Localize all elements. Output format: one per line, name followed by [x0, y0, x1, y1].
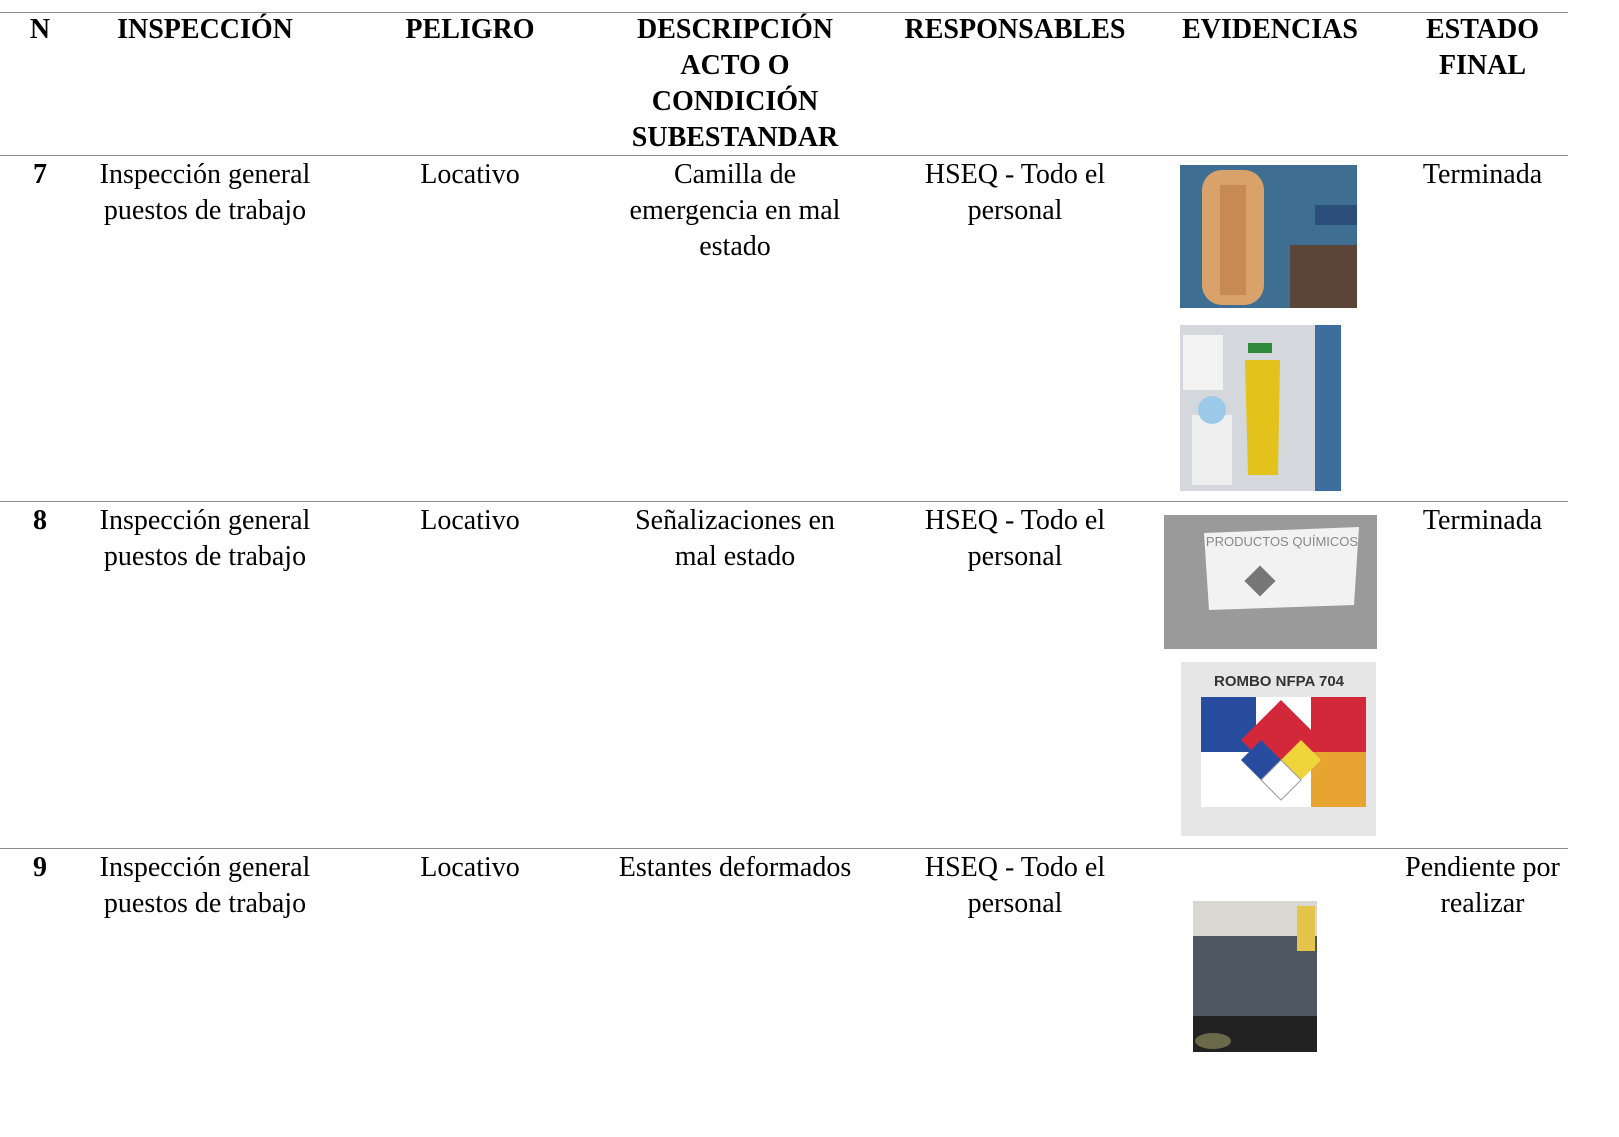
header-evidence: EVIDENCIAS	[1182, 14, 1358, 45]
rule	[0, 155, 1568, 156]
header-status: ESTADO FINAL	[1425, 14, 1540, 81]
header-n: N	[29, 14, 51, 45]
cell-inspection: Inspección general puestos de trabajo	[99, 505, 311, 572]
cell-status: Terminada	[1422, 505, 1543, 536]
cell-n: 9	[33, 852, 47, 883]
table: PRODUCTOS QUÍMICOS ROMBO NFPA 704 N INSPE…	[0, 12, 1568, 1052]
evidence-photo: ROMBO NFPA 704	[1181, 662, 1376, 836]
cell-responsible: HSEQ - Todo el personal	[924, 852, 1106, 919]
header-hazard: PELIGRO	[405, 14, 535, 45]
cell-description: Señalizaciones en mal estado	[635, 505, 835, 572]
cell-description: Camilla de emergencia en mal estado	[629, 159, 841, 262]
evidence-text: ROMBO NFPA 704	[1214, 673, 1345, 690]
evidence-text: PRODUCTOS QUÍMICOS	[1206, 534, 1358, 549]
header-responsible: RESPONSABLES	[904, 14, 1126, 45]
evidence-photo	[1180, 325, 1341, 491]
cell-hazard: Locativo	[420, 505, 520, 536]
cell-hazard: Locativo	[420, 159, 520, 190]
cell-n: 8	[33, 505, 47, 536]
rule	[0, 848, 1568, 849]
cell-hazard: Locativo	[420, 852, 520, 883]
evidence-photo	[1193, 901, 1317, 1052]
cell-status: Pendiente por realizar	[1405, 852, 1560, 919]
cell-inspection: Inspección general puestos de trabajo	[99, 159, 311, 226]
header-inspection: INSPECCIÓN	[117, 14, 293, 45]
cell-status: Terminada	[1422, 159, 1543, 190]
cell-responsible: HSEQ - Todo el personal	[924, 159, 1106, 226]
evidence-photo: PRODUCTOS QUÍMICOS	[1164, 515, 1377, 649]
cell-n: 7	[33, 159, 47, 190]
evidence-photo	[1180, 165, 1357, 308]
header-description: DESCRIPCIÓN ACTO O CONDICIÓN SUBESTANDAR	[631, 14, 839, 153]
rule	[0, 501, 1568, 502]
cell-description: Estantes deformados	[618, 852, 852, 883]
rule	[0, 12, 1568, 13]
cell-responsible: HSEQ - Todo el personal	[924, 505, 1106, 572]
cell-inspection: Inspección general puestos de trabajo	[99, 852, 311, 919]
